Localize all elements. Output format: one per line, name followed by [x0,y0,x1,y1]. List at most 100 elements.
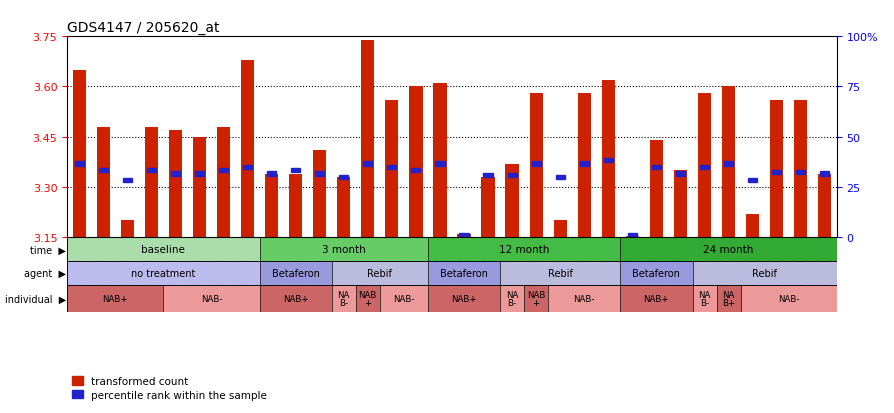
Bar [266,172,276,176]
Bar [74,162,84,166]
Bar [169,131,181,237]
Bar [434,162,444,166]
Bar [291,169,299,173]
Bar [739,286,836,312]
Bar [483,173,492,178]
Text: NAB
+: NAB + [527,290,544,307]
Bar [433,84,446,237]
Bar [98,169,107,173]
Bar [163,286,259,312]
Bar [411,169,420,173]
Bar [531,162,540,166]
Text: NAB-: NAB- [392,294,414,303]
Text: Rebif: Rebif [547,269,572,279]
Bar [67,286,163,312]
Text: NA
B-: NA B- [505,290,518,307]
Bar [337,178,350,237]
Text: NA
B+: NA B+ [721,290,734,307]
Bar [692,262,836,286]
Bar [387,165,396,170]
Bar [577,94,590,237]
Bar [500,286,524,312]
Bar [379,286,427,312]
Bar [363,162,372,166]
Bar [627,234,637,238]
Bar [259,237,427,262]
Bar [289,174,302,237]
Bar [796,170,805,175]
Text: NAB-: NAB- [200,294,222,303]
Bar [216,127,230,237]
Text: NAB-: NAB- [777,294,798,303]
Text: Betaferon: Betaferon [272,269,319,279]
Bar [171,172,180,176]
Bar [332,262,427,286]
Text: Rebif: Rebif [367,269,392,279]
Legend: transformed count, percentile rank within the sample: transformed count, percentile rank withi… [72,377,266,399]
Bar [699,165,708,170]
Text: individual  ▶: individual ▶ [4,294,66,304]
Text: Betaferon: Betaferon [632,269,679,279]
Bar [769,101,782,237]
Bar [459,234,468,238]
Bar [620,237,836,262]
Bar [772,170,780,175]
Bar [746,214,758,237]
Bar [122,179,131,183]
Bar [697,94,711,237]
Bar [601,81,614,237]
Bar [427,286,500,312]
Bar [675,172,684,176]
Bar [457,234,470,237]
Bar [481,178,494,237]
Bar [72,71,86,237]
Bar [195,172,204,176]
Bar [651,165,661,170]
Bar [524,286,547,312]
Bar [507,173,516,178]
Bar [547,286,620,312]
Bar [692,286,716,312]
Bar [819,172,829,176]
Text: time  ▶: time ▶ [30,244,66,255]
Text: NA
B-: NA B- [337,290,350,307]
Text: NAB+: NAB+ [102,294,128,303]
Bar [67,262,259,286]
Text: no treatment: no treatment [131,269,195,279]
Bar [427,237,620,262]
Text: NAB-: NAB- [573,294,595,303]
Text: 3 month: 3 month [322,244,366,255]
Bar [384,101,398,237]
Bar [67,237,259,262]
Bar [355,286,379,312]
Bar [192,138,206,237]
Bar [427,262,500,286]
Text: NAB+: NAB+ [283,294,308,303]
Bar [339,175,348,180]
Bar [121,221,134,237]
Bar [505,164,519,237]
Bar [721,87,734,237]
Text: NAB+: NAB+ [451,294,477,303]
Bar [555,175,564,180]
Bar [625,236,638,237]
Bar [649,141,662,237]
Bar [793,101,806,237]
Bar [313,151,326,237]
Bar [147,169,156,173]
Bar [240,61,254,237]
Bar [620,286,692,312]
Bar [579,162,588,166]
Text: baseline: baseline [141,244,185,255]
Bar [409,87,422,237]
Bar [332,286,356,312]
Bar [553,221,566,237]
Bar [265,174,278,237]
Text: agent  ▶: agent ▶ [24,269,66,279]
Bar [716,286,740,312]
Bar [259,286,332,312]
Bar [242,165,252,170]
Bar [145,127,157,237]
Bar [97,127,110,237]
Text: 12 month: 12 month [498,244,549,255]
